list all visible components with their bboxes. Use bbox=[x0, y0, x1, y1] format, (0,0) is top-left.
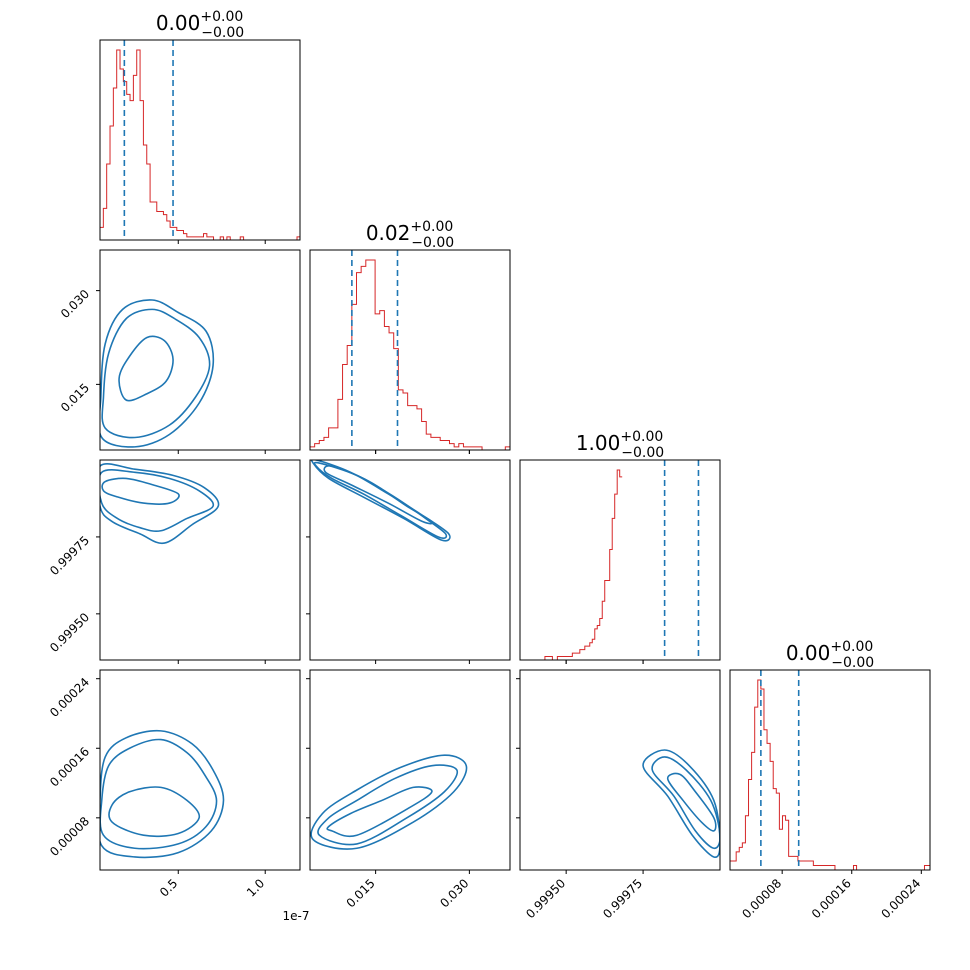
x-tick-label-0-1: 1.0 bbox=[244, 876, 267, 899]
contour-line-2 bbox=[100, 463, 220, 545]
contour-line-2 bbox=[310, 754, 468, 850]
contour-plot-area bbox=[310, 754, 468, 850]
title-value: 0.00 bbox=[156, 11, 201, 35]
contour-line-0 bbox=[666, 772, 717, 832]
hist-line-0 bbox=[100, 49, 300, 240]
title-minus: −0.00 bbox=[831, 655, 874, 671]
hist-axes-1 bbox=[309, 249, 511, 451]
contour-panel-1-0 bbox=[99, 249, 301, 451]
y-tick-label-3-1: 0.00016 bbox=[47, 744, 92, 789]
contour-plot-area bbox=[100, 463, 220, 545]
contour-line-1 bbox=[100, 738, 218, 850]
title-value: 0.00 bbox=[786, 641, 831, 665]
x-tick-label-1-1: 0.030 bbox=[437, 876, 471, 910]
title-minus: −0.00 bbox=[201, 25, 244, 41]
y-tick-label-2-1: 0.99975 bbox=[47, 533, 92, 578]
hist-axes-0 bbox=[99, 39, 301, 241]
hist-line-1 bbox=[310, 259, 510, 450]
contour-axes bbox=[309, 669, 511, 871]
hist-line-2 bbox=[520, 469, 623, 660]
contour-line-2 bbox=[642, 749, 720, 858]
contour-axes bbox=[99, 669, 301, 871]
hist-plot-area-3 bbox=[730, 670, 930, 870]
hist-line-3 bbox=[730, 679, 930, 870]
x-tick-label-0-0: 0.5 bbox=[157, 876, 180, 899]
x-tick-label-2-0: 0.99950 bbox=[523, 876, 568, 921]
title-plus: +0.00 bbox=[410, 219, 453, 235]
y-tick-label-1-0: 0.015 bbox=[58, 381, 92, 415]
title-minus: −0.00 bbox=[411, 235, 454, 251]
hist-title-1: 0.02+0.00 −0.00 bbox=[366, 219, 454, 251]
hist-panel-2: 1.00+0.00 −0.00 bbox=[519, 429, 721, 664]
contour-line-1 bbox=[101, 308, 211, 439]
hist-title-2: 1.00+0.00 −0.00 bbox=[576, 429, 664, 461]
hist-panel-1: 0.02+0.00 −0.00 bbox=[309, 219, 511, 454]
contour-line-0 bbox=[323, 465, 434, 525]
title-value: 0.02 bbox=[366, 221, 411, 245]
y-tick-label-1-1: 0.030 bbox=[58, 287, 92, 321]
contour-line-2 bbox=[310, 460, 451, 542]
title-value: 1.00 bbox=[576, 431, 621, 455]
contour-line-0 bbox=[118, 335, 174, 402]
contour-line-0 bbox=[101, 477, 180, 505]
contour-plot-area bbox=[100, 299, 215, 448]
hist-plot-area-2 bbox=[520, 460, 700, 660]
contour-line-0 bbox=[108, 786, 201, 838]
contour-axes bbox=[99, 459, 301, 661]
hist-axes-2 bbox=[519, 459, 721, 661]
contour-plot-area bbox=[100, 729, 225, 859]
contour-line-1 bbox=[313, 461, 448, 539]
x-tick-label-1-0: 0.015 bbox=[344, 876, 378, 910]
contour-panel-2-1 bbox=[309, 459, 511, 661]
title-plus: +0.00 bbox=[200, 9, 243, 25]
y-tick-label-2-0: 0.99950 bbox=[47, 610, 92, 655]
x-tick-label-3-0: 0.00008 bbox=[739, 876, 784, 921]
x-tick-label-3-1: 0.00016 bbox=[809, 876, 854, 921]
x-tick-label-3-2: 0.00024 bbox=[878, 876, 923, 921]
title-plus: +0.00 bbox=[620, 429, 663, 445]
title-plus: +0.00 bbox=[830, 639, 873, 655]
contour-axes bbox=[99, 249, 301, 451]
hist-plot-area-0 bbox=[100, 40, 300, 240]
contour-line-1 bbox=[100, 468, 215, 533]
hist-panel-0: 0.00+0.00 −0.00 bbox=[99, 9, 301, 244]
contour-line-0 bbox=[326, 786, 433, 838]
title-minus: −0.00 bbox=[621, 445, 664, 461]
contour-line-2 bbox=[100, 729, 225, 859]
hist-axes-3 bbox=[729, 669, 931, 871]
contour-plot-area bbox=[310, 460, 451, 542]
contour-line-1 bbox=[651, 756, 720, 850]
contour-line-1 bbox=[317, 764, 459, 846]
contour-panel-3-1 bbox=[309, 669, 511, 871]
contour-panel-3-0 bbox=[99, 669, 301, 871]
hist-plot-area-1 bbox=[310, 250, 510, 450]
y-tick-label-3-2: 0.00024 bbox=[47, 675, 92, 720]
contour-axes bbox=[309, 459, 511, 661]
contour-plot-area bbox=[642, 749, 720, 858]
hist-title-0: 0.00+0.00 −0.00 bbox=[156, 9, 244, 41]
hist-panel-3: 0.00+0.00 −0.00 bbox=[729, 639, 931, 871]
hist-title-3: 0.00+0.00 −0.00 bbox=[786, 639, 874, 671]
contour-axes bbox=[519, 669, 721, 871]
contour-panel-2-0 bbox=[99, 459, 301, 661]
contour-line-2 bbox=[100, 299, 215, 448]
y-tick-label-3-0: 0.00008 bbox=[47, 814, 92, 859]
contour-panel-3-2 bbox=[519, 669, 721, 871]
x-offset-label-0: 1e-7 bbox=[283, 909, 310, 923]
x-tick-label-2-1: 0.99975 bbox=[600, 876, 645, 921]
